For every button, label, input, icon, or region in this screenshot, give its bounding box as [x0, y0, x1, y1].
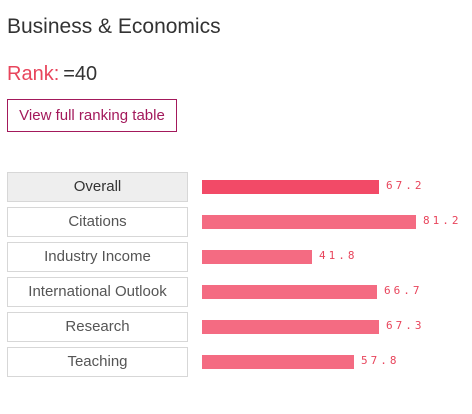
metric-button-international-outlook[interactable]: International Outlook — [7, 277, 188, 307]
metric-button-industry-income[interactable]: Industry Income — [7, 242, 188, 272]
metric-score-international-outlook: 66.7 — [384, 284, 423, 297]
metric-row-industry-income: Industry Income 41.8 — [0, 242, 472, 272]
rank-line: Rank: =40 — [7, 63, 97, 86]
metric-score-citations: 81.2 — [423, 214, 462, 227]
metric-row-overall: Overall 67.2 — [0, 172, 472, 202]
rank-value: =40 — [63, 63, 98, 85]
metric-bar-overall — [202, 180, 379, 194]
view-full-ranking-button[interactable]: View full ranking table — [7, 99, 177, 132]
metric-score-industry-income: 41.8 — [319, 249, 358, 262]
metric-bar-industry-income — [202, 250, 312, 264]
metric-row-citations: Citations 81.2 — [0, 207, 472, 237]
metric-button-citations[interactable]: Citations — [7, 207, 188, 237]
metric-button-teaching[interactable]: Teaching — [7, 347, 188, 377]
rank-label: Rank: — [7, 63, 60, 85]
metric-row-international-outlook: International Outlook 66.7 — [0, 277, 472, 307]
metric-row-research: Research 67.3 — [0, 312, 472, 342]
subject-title: Business & Economics — [7, 15, 221, 38]
metric-bar-teaching — [202, 355, 354, 369]
metric-score-research: 67.3 — [386, 319, 425, 332]
metric-score-teaching: 57.8 — [361, 354, 400, 367]
metric-bar-international-outlook — [202, 285, 377, 299]
metric-score-overall: 67.2 — [386, 179, 425, 192]
metric-row-teaching: Teaching 57.8 — [0, 347, 472, 377]
metric-bar-citations — [202, 215, 416, 229]
metric-bar-research — [202, 320, 379, 334]
metric-button-overall[interactable]: Overall — [7, 172, 188, 202]
metric-button-research[interactable]: Research — [7, 312, 188, 342]
